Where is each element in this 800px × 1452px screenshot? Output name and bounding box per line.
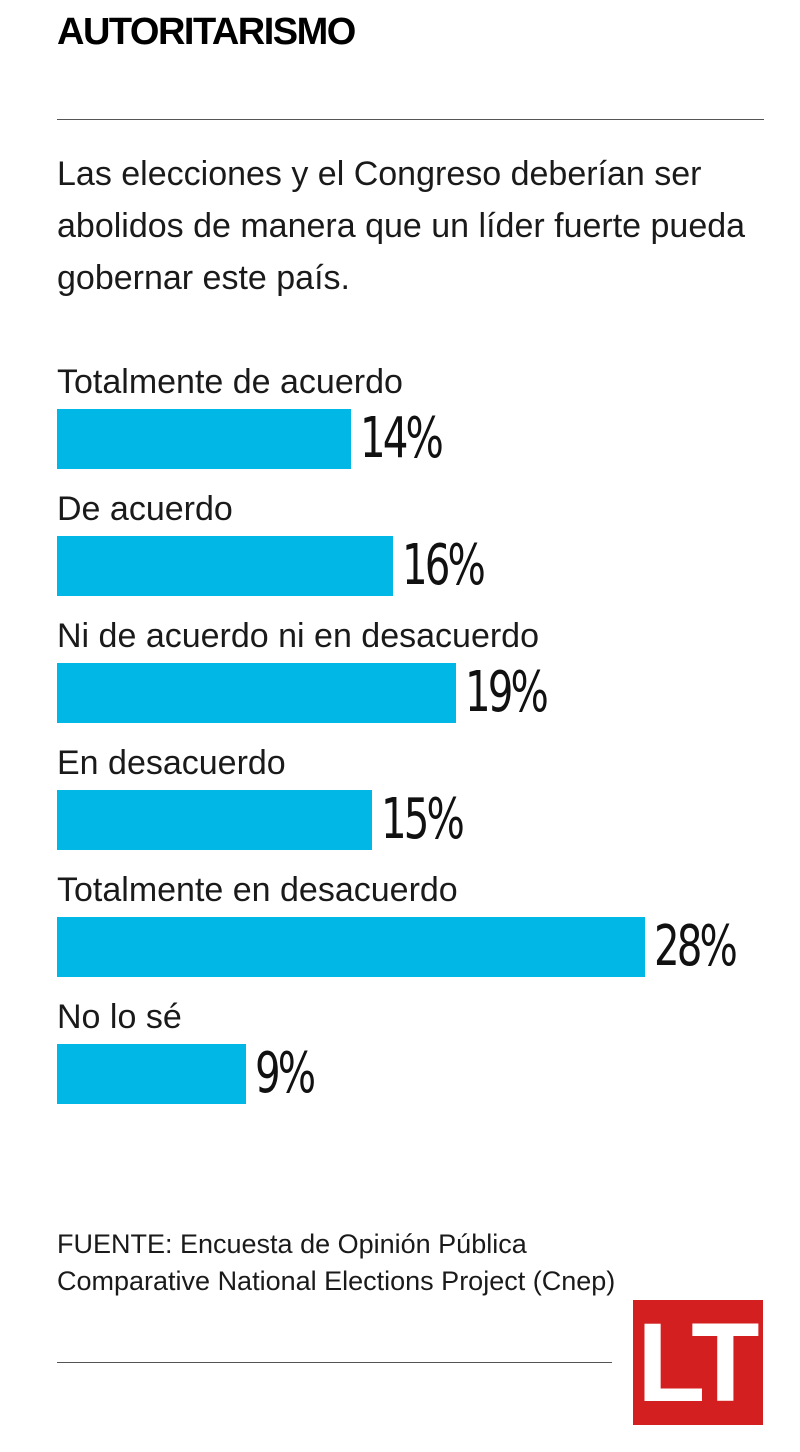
bar <box>57 663 456 723</box>
bar <box>57 790 372 850</box>
chart-title: AUTORITARISMO <box>57 11 356 53</box>
category-label: En desacuerdo <box>57 744 286 782</box>
bar <box>57 536 393 596</box>
source-note: FUENTE: Encuesta de Opinión Pública Comp… <box>57 1229 616 1296</box>
value-label: 28% <box>654 914 738 979</box>
lt-logo: LT <box>633 1300 763 1425</box>
survey-question: Las elecciones y el Congreso deberían se… <box>57 155 746 297</box>
value-label: 9% <box>255 1041 316 1106</box>
value-label: 19% <box>465 660 549 725</box>
bar <box>57 409 351 469</box>
logo-text: LT <box>637 1300 759 1425</box>
bar <box>57 917 645 977</box>
bar <box>57 1044 246 1104</box>
top-divider <box>57 119 764 120</box>
category-label: De acuerdo <box>57 490 233 528</box>
bottom-divider <box>57 1362 612 1363</box>
value-label: 14% <box>360 406 444 471</box>
category-label: Ni de acuerdo ni en desacuerdo <box>57 617 539 655</box>
category-label: No lo sé <box>57 998 182 1036</box>
category-label: Totalmente de acuerdo <box>57 363 403 401</box>
value-label: 15% <box>381 787 465 852</box>
category-label: Totalmente en desacuerdo <box>57 871 458 909</box>
value-label: 16% <box>402 533 486 598</box>
